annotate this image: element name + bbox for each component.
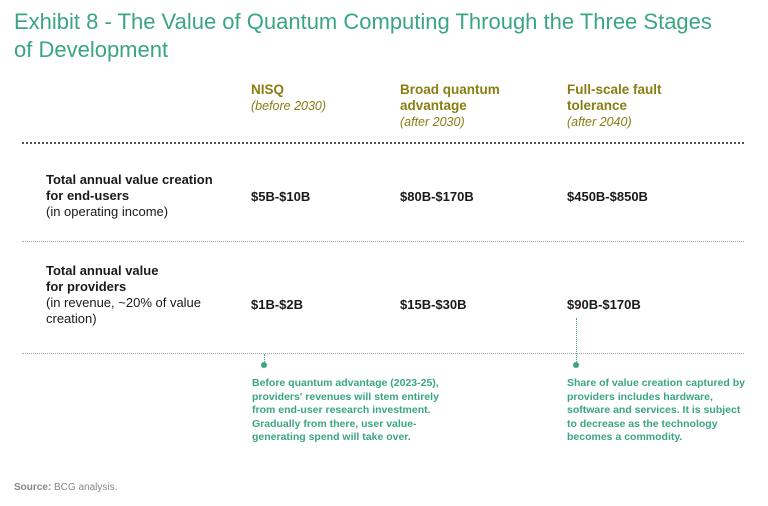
source-text: BCG analysis. bbox=[54, 482, 118, 493]
column-timeframe: (after 2030) bbox=[400, 115, 465, 129]
column-timeframe: (after 2040) bbox=[567, 115, 632, 129]
callout-marker bbox=[573, 362, 579, 368]
column-name: NISQ bbox=[251, 82, 285, 97]
column-name: Full-scale fault tolerance bbox=[567, 82, 662, 113]
callout-nisq-note: Before quantum advantage (2023-25), prov… bbox=[252, 377, 439, 443]
row-divider bbox=[22, 241, 744, 242]
row-label-note: (in revenue, ~20% of value creation) bbox=[46, 295, 202, 326]
value-providers-broad: $15B-$30B bbox=[400, 297, 467, 312]
exhibit-title: Exhibit 8 - The Value of Quantum Computi… bbox=[14, 9, 712, 62]
column-timeframe: (before 2030) bbox=[251, 99, 327, 113]
column-name: Broad quantum advantage bbox=[400, 82, 500, 113]
row-label-title: Total annual value creation for end-user… bbox=[46, 172, 213, 203]
row-label-note: (in operating income) bbox=[46, 204, 169, 219]
source-note: Source: BCG analysis. bbox=[14, 482, 117, 493]
value-providers-nisq: $1B-$2B bbox=[251, 297, 304, 312]
row-label-end-users: Total annual value creation for end-user… bbox=[46, 172, 221, 220]
column-header-fault-tolerance: Full-scale fault tolerance (after 2040) bbox=[567, 82, 697, 130]
value-end-users-nisq: $5B-$10B bbox=[251, 189, 311, 204]
header-divider bbox=[22, 142, 744, 144]
callout-marker bbox=[261, 362, 267, 368]
value-providers-fault-tolerance: $90B-$170B bbox=[567, 297, 641, 312]
value-end-users-broad: $80B-$170B bbox=[400, 189, 474, 204]
callout-connector bbox=[264, 354, 265, 364]
table-bottom-divider bbox=[22, 353, 744, 354]
row-label-title: Total annual value for providers bbox=[46, 263, 159, 294]
value-end-users-fault-tolerance: $450B-$850B bbox=[567, 189, 648, 204]
column-header-broad-advantage: Broad quantum advantage (after 2030) bbox=[400, 82, 530, 130]
callout-fault-tolerance-note: Share of value creation captured by prov… bbox=[567, 377, 745, 443]
row-label-providers: Total annual value for providers (in rev… bbox=[46, 263, 221, 327]
column-header-nisq: NISQ (before 2030) bbox=[251, 82, 421, 114]
callout-connector bbox=[576, 318, 577, 364]
source-label: Source: bbox=[14, 482, 52, 493]
